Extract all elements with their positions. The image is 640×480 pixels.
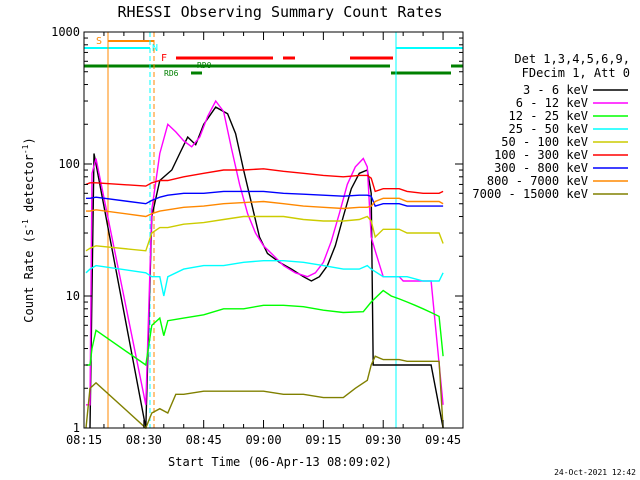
x-tick-label-0: 08:15: [66, 433, 102, 447]
plot-frame: [83, 31, 464, 429]
x-axis: 08:15 08:30 08:45 09:00 09:15 09:30 09:45: [66, 32, 464, 447]
event-marker-lines: [107, 32, 464, 428]
y-axis-label: Count Rate (s-1 detector-1): [21, 137, 36, 322]
legend-header-2: FDecim 1, Att 0: [522, 66, 630, 80]
series-line-4: [85, 215, 444, 252]
series-line-1: [86, 99, 444, 406]
legend-label-7: 800 - 7000 keV: [487, 174, 588, 188]
legend-label-0: 3 - 6 keV: [523, 83, 588, 97]
legend-label-4: 50 - 100 keV: [501, 135, 588, 149]
y-axis-label-sup1: -1: [21, 219, 30, 229]
x-tick-label-6: 09:45: [425, 433, 461, 447]
y-tick-label-1: 10: [66, 289, 80, 303]
flag-n-label: N: [152, 43, 158, 54]
flag-s-label: S: [96, 36, 102, 47]
legend-label-1: 6 - 12 keV: [516, 96, 588, 110]
x-tick-label-1: 08:30: [126, 433, 162, 447]
legend-label-8: 7000 - 15000 keV: [472, 187, 588, 201]
y-axis-label-end: ): [22, 137, 36, 144]
series-line-7: [86, 197, 444, 218]
legend: Det 1,3,4,5,6,9, FDecim 1, Att 0 3 - 6 k…: [472, 52, 630, 201]
x-axis-label: Start Time (06-Apr-13 08:09:02): [168, 455, 392, 469]
flag-rd0-label: RD0: [197, 61, 212, 70]
series-line-2: [86, 289, 444, 367]
plot-series: [85, 99, 444, 430]
chart-title: RHESSI Observing Summary Count Rates: [117, 3, 442, 21]
y-axis: 1 10 100 1000: [51, 25, 463, 435]
x-tick-label-3: 09:00: [245, 433, 281, 447]
y-tick-label-3: 1000: [51, 25, 80, 39]
y-tick-label-0: 1: [73, 421, 80, 435]
x-tick-label-4: 09:15: [305, 433, 341, 447]
legend-label-6: 300 - 800 keV: [494, 161, 588, 175]
flag-rd6-label: RD6: [164, 69, 179, 78]
instrument-flags: S N F RD0 RD6: [84, 36, 463, 78]
y-tick-label-2: 100: [58, 157, 80, 171]
series-line-0: [89, 106, 444, 429]
flag-f-label: F: [161, 53, 167, 64]
legend-header-1: Det 1,3,4,5,6,9,: [514, 52, 630, 66]
y-axis-label-main: Count Rate (s: [22, 229, 36, 323]
legend-label-5: 100 - 300 keV: [494, 148, 588, 162]
legend-label-3: 25 - 50 keV: [509, 122, 588, 136]
series-line-5: [85, 168, 444, 195]
y-axis-label-sup2: -1: [21, 144, 30, 154]
x-tick-label-5: 09:30: [365, 433, 401, 447]
series-line-6: [86, 190, 444, 207]
legend-label-2: 12 - 25 keV: [509, 109, 588, 123]
series-line-8: [85, 355, 444, 430]
y-axis-label-mid: detector: [22, 154, 36, 219]
x-tick-label-2: 08:45: [186, 433, 222, 447]
series-line-3: [85, 260, 444, 297]
timestamp: 24-Oct-2021 12:42: [554, 468, 636, 477]
